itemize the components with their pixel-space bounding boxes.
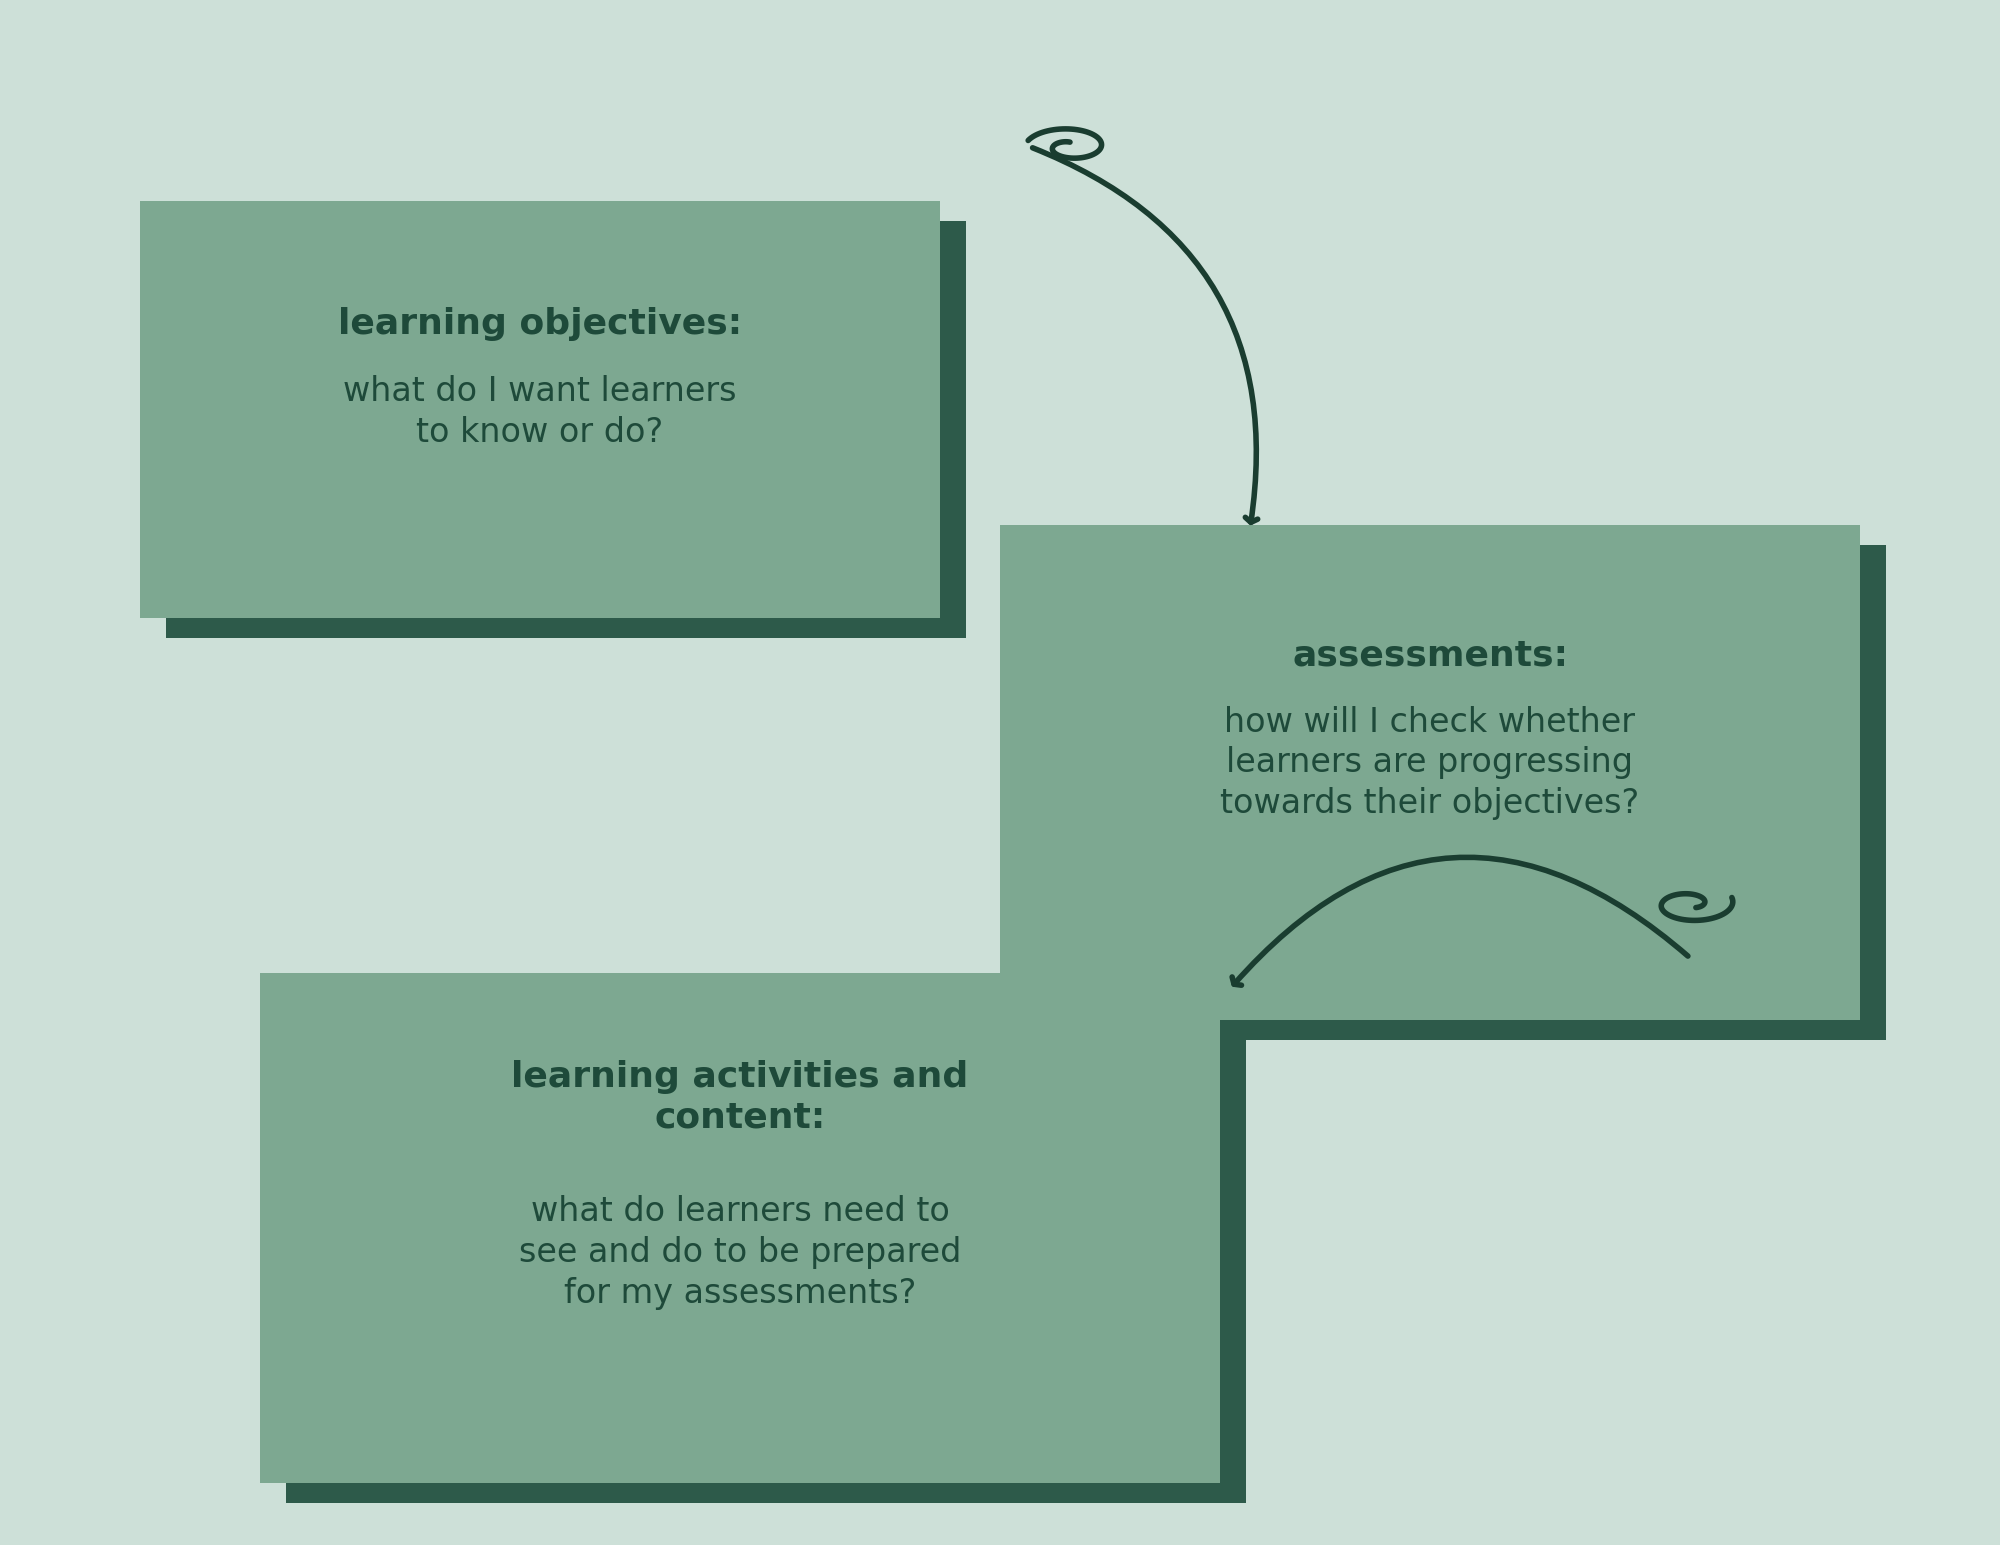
FancyBboxPatch shape [1000, 525, 1860, 1020]
FancyBboxPatch shape [286, 993, 1246, 1503]
FancyBboxPatch shape [260, 973, 1220, 1483]
Text: learning objectives:: learning objectives: [338, 307, 742, 341]
Text: how will I check whether
learners are progressing
towards their objectives?: how will I check whether learners are pr… [1220, 706, 1640, 820]
Text: what do I want learners
to know or do?: what do I want learners to know or do? [344, 375, 736, 448]
FancyBboxPatch shape [166, 221, 966, 638]
FancyBboxPatch shape [1026, 545, 1886, 1040]
FancyBboxPatch shape [140, 201, 940, 618]
Text: learning activities and
content:: learning activities and content: [512, 1060, 968, 1134]
Text: what do learners need to
see and do to be prepared
for my assessments?: what do learners need to see and do to b… [518, 1196, 962, 1310]
Text: assessments:: assessments: [1292, 638, 1568, 672]
